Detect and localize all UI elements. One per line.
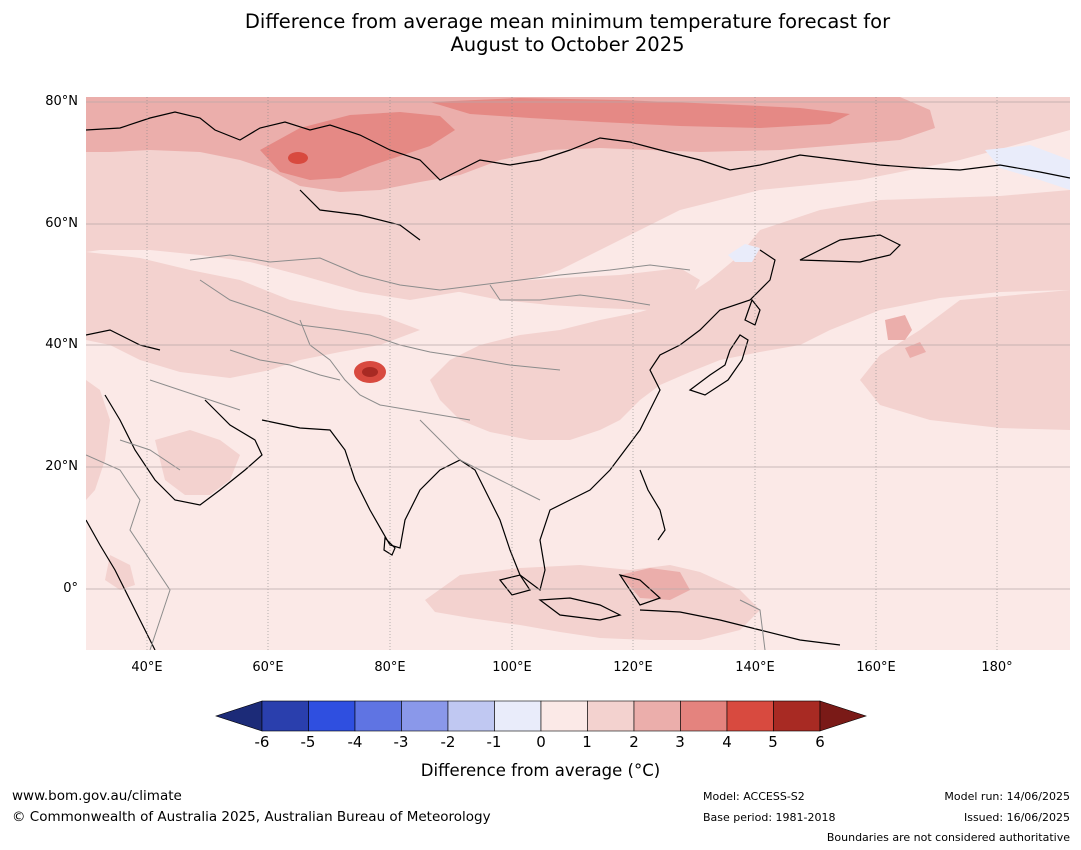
colorbar-tick: 2 xyxy=(629,733,639,751)
title-line-2: August to October 2025 xyxy=(450,33,685,56)
colorbar-tick: -1 xyxy=(486,733,502,751)
colorbar-swatch xyxy=(494,700,542,732)
lon-label-40e: 40°E xyxy=(131,660,163,675)
colorbar-swatch xyxy=(447,700,495,732)
colorbar-swatch xyxy=(308,700,356,732)
colorbar-swatch xyxy=(726,700,774,732)
footer-issued: Issued: 16/06/2025 xyxy=(963,811,1070,824)
country-boundaries xyxy=(86,254,766,650)
lon-label-100e: 100°E xyxy=(492,660,532,675)
colorbar-tick: 0 xyxy=(536,733,546,751)
colorbar-swatch xyxy=(261,700,309,732)
colorbar-tick: 3 xyxy=(675,733,685,751)
footer-model: Model: ACCESS-S2 xyxy=(703,790,805,803)
colorbar-tick: -6 xyxy=(254,733,270,751)
colorbar-swatch xyxy=(680,700,728,732)
colorbar-swatch xyxy=(401,700,449,732)
lon-label-120e: 120°E xyxy=(613,660,653,675)
colorbar-tick: 6 xyxy=(815,733,825,751)
lat-label-60n: 60°N xyxy=(45,216,78,231)
anomaly-5-6-regions xyxy=(362,367,378,377)
colorbar-tick: -5 xyxy=(300,733,316,751)
colorbar-tick: -4 xyxy=(347,733,363,751)
map-field xyxy=(86,97,1070,650)
colorbar-extend-high xyxy=(819,700,867,732)
footer-website: www.bom.gov.au/climate xyxy=(12,788,182,804)
lon-label-180: 180° xyxy=(981,660,1013,675)
lat-label-20n: 20°N xyxy=(45,459,78,474)
footer-model-run: Model run: 14/06/2025 xyxy=(944,790,1070,803)
graticule-parallels xyxy=(86,101,1070,590)
lat-label-80n: 80°N xyxy=(45,94,78,109)
title-line-1: Difference from average mean minimum tem… xyxy=(244,10,891,33)
lon-label-80e: 80°E xyxy=(374,660,406,675)
colorbar-swatch xyxy=(633,700,681,732)
lat-label-40n: 40°N xyxy=(45,337,78,352)
footer-base-period: Base period: 1981-2018 xyxy=(703,811,836,824)
lon-label-160e: 160°E xyxy=(856,660,896,675)
lon-label-140e: 140°E xyxy=(735,660,775,675)
footer-disclaimer: Boundaries are not considered authoritat… xyxy=(826,831,1070,844)
colorbar-extend-low xyxy=(215,700,263,732)
colorbar-tick: 1 xyxy=(582,733,592,751)
lat-label-0: 0° xyxy=(63,581,78,596)
colorbar-swatch xyxy=(354,700,402,732)
colorbar-tick: 4 xyxy=(722,733,732,751)
colorbar-tick: 5 xyxy=(768,733,778,751)
colorbar-tick: -2 xyxy=(440,733,456,751)
anomaly-neg1-0-regions xyxy=(728,145,1070,262)
graticule-meridians xyxy=(146,97,998,650)
colorbar-swatch xyxy=(587,700,635,732)
colorbar xyxy=(215,700,867,732)
map-title: Difference from average mean minimum tem… xyxy=(0,10,1081,56)
colorbar-swatch xyxy=(773,700,821,732)
footer-copyright: © Commonwealth of Australia 2025, Austra… xyxy=(12,809,491,825)
lon-label-60e: 60°E xyxy=(252,660,284,675)
colorbar-swatch xyxy=(540,700,588,732)
colorbar-tick: -3 xyxy=(393,733,409,751)
colorbar-label: Difference from average (°C) xyxy=(420,761,661,780)
